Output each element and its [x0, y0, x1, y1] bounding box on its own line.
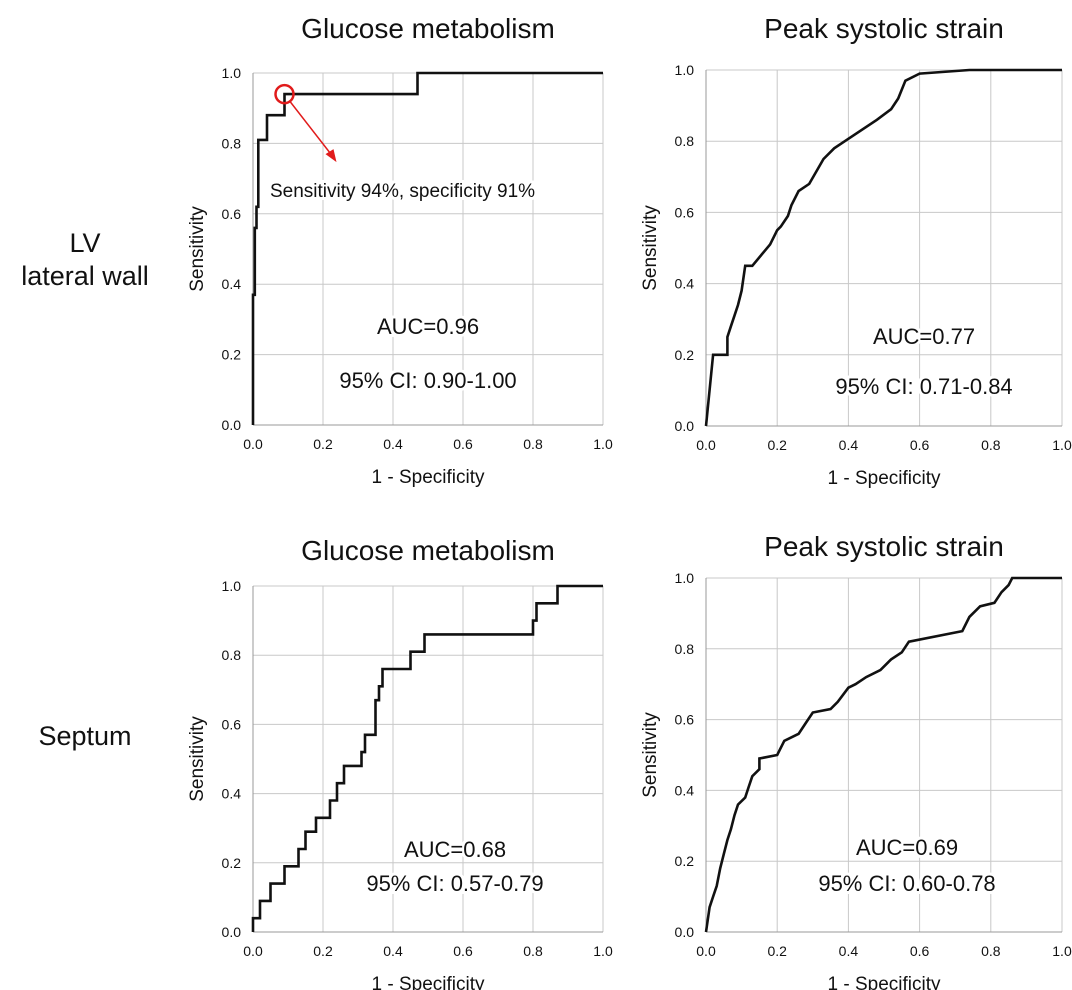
- x-tick-label: 1.0: [593, 943, 613, 959]
- y-axis-label: Sensitivity: [187, 716, 208, 802]
- chart-title: Glucose metabolism: [301, 13, 555, 44]
- chart-title: Glucose metabolism: [301, 535, 555, 566]
- row-label-septum: Septum: [38, 721, 131, 751]
- chart-title: Peak systolic strain: [764, 13, 1004, 44]
- y-tick-label: 0.6: [222, 206, 242, 222]
- y-tick-label: 0.2: [675, 853, 695, 869]
- cutoff-highlight-circle: [274, 83, 295, 105]
- x-tick-label: 0.4: [839, 437, 859, 453]
- x-tick-label: 0.0: [696, 943, 716, 959]
- x-tick-label: 0.6: [453, 943, 473, 959]
- roc-curve-line: [704, 68, 1062, 427]
- x-tick-label: 1.0: [1052, 437, 1072, 453]
- x-tick-label: 0.2: [767, 437, 787, 453]
- x-tick-label: 0.0: [696, 437, 716, 453]
- roc-curve-line: [704, 576, 1062, 933]
- x-tick-label: 0.4: [383, 943, 403, 959]
- y-tick-label: 1.0: [222, 65, 242, 81]
- ci-annotation: 95% CI: 0.71-0.84: [835, 374, 1012, 399]
- x-tick-label: 0.6: [910, 943, 930, 959]
- x-axis-label: 1 - Specificity: [372, 467, 485, 488]
- y-tick-label: 0.8: [222, 647, 242, 663]
- y-tick-label: 0.6: [675, 204, 695, 220]
- x-axis-label: 1 - Specificity: [828, 974, 941, 990]
- auc-annotation: AUC=0.68: [404, 837, 506, 862]
- y-axis-label: Sensitivity: [187, 206, 208, 292]
- x-tick-label: 0.8: [523, 943, 543, 959]
- y-tick-label: 0.2: [222, 347, 242, 363]
- x-tick-label: 0.8: [981, 943, 1001, 959]
- roc-curve-line: [251, 584, 603, 932]
- roc-panel-lv-strain: 0.0 0.2 0.4 0.6 0.8 1.0 0.0 0.2 0.4 0.6 0.8 1.0 Peak…: [640, 13, 1072, 489]
- y-tick-label: 0.8: [675, 641, 695, 657]
- x-tick-label: 0.6: [453, 436, 473, 452]
- y-axis-label: Sensitivity: [640, 205, 661, 291]
- chart-title: Peak systolic strain: [764, 531, 1004, 562]
- auc-annotation: AUC=0.96: [377, 314, 479, 339]
- cutoff-arrow-line: [289, 101, 334, 157]
- x-tick-label: 0.4: [839, 943, 859, 959]
- row-label-lv-line2: lateral wall: [21, 261, 149, 291]
- x-tick-label: 1.0: [593, 436, 613, 452]
- x-tick-label: 0.6: [910, 437, 930, 453]
- auc-annotation: AUC=0.77: [873, 324, 975, 349]
- y-tick-label: 1.0: [675, 570, 695, 586]
- ci-annotation: 95% CI: 0.57-0.79: [366, 871, 543, 896]
- y-tick-label: 0.6: [675, 712, 695, 728]
- y-tick-label: 0.4: [675, 782, 695, 798]
- y-tick-label: 1.0: [222, 578, 242, 594]
- ci-annotation: 95% CI: 0.90-1.00: [339, 368, 516, 393]
- roc-panel-septum-strain: 0.0 0.2 0.4 0.6 0.8 1.0 0.0 0.2 0.4 0.6 0.8 1.0 Peak…: [640, 531, 1072, 990]
- y-tick-label: 0.0: [675, 418, 695, 434]
- roc-curve-line: [251, 71, 603, 425]
- x-tick-label: 0.8: [981, 437, 1001, 453]
- y-tick-label: 0.4: [222, 786, 242, 802]
- y-tick-label: 0.6: [222, 716, 242, 732]
- y-tick-label: 0.2: [675, 347, 695, 363]
- roc-panel-septum-glucose: 0.0 0.2 0.4 0.6 0.8 1.0 0.0 0.2 0.4 0.6 0.8 1.0 Gluc…: [187, 535, 613, 990]
- x-tick-label: 1.0: [1052, 943, 1072, 959]
- x-axis-label: 1 - Specificity: [828, 468, 941, 489]
- cutoff-arrow-head: [325, 149, 337, 163]
- x-tick-label: 0.4: [383, 436, 403, 452]
- y-axis-label: Sensitivity: [640, 712, 661, 798]
- y-tick-label: 0.0: [222, 417, 242, 433]
- x-tick-label: 0.8: [523, 436, 543, 452]
- x-axis-label: 1 - Specificity: [372, 974, 485, 990]
- y-tick-label: 0.2: [222, 855, 242, 871]
- y-tick-label: 0.0: [222, 924, 242, 940]
- y-tick-label: 0.8: [675, 133, 695, 149]
- roc-panel-lv-glucose: 0.0 0.2 0.4 0.6 0.8 1.0 0.0 0.2 0.4 0.6 0.8 1.0 Gluc…: [187, 13, 613, 488]
- y-tick-label: 0.0: [675, 924, 695, 940]
- x-tick-label: 0.2: [313, 943, 333, 959]
- y-tick-label: 0.4: [675, 276, 695, 292]
- x-tick-label: 0.0: [243, 943, 263, 959]
- x-tick-label: 0.0: [243, 436, 263, 452]
- cutoff-callout: Sensitivity 94%, specificity 91%: [270, 181, 535, 202]
- ci-annotation: 95% CI: 0.60-0.78: [818, 871, 995, 896]
- x-tick-label: 0.2: [313, 436, 333, 452]
- y-tick-label: 0.4: [222, 276, 242, 292]
- x-tick-label: 0.2: [767, 943, 787, 959]
- y-tick-label: 1.0: [675, 62, 695, 78]
- auc-annotation: AUC=0.69: [856, 835, 958, 860]
- y-tick-label: 0.8: [222, 135, 242, 151]
- row-label-lv-line1: LV: [69, 228, 100, 258]
